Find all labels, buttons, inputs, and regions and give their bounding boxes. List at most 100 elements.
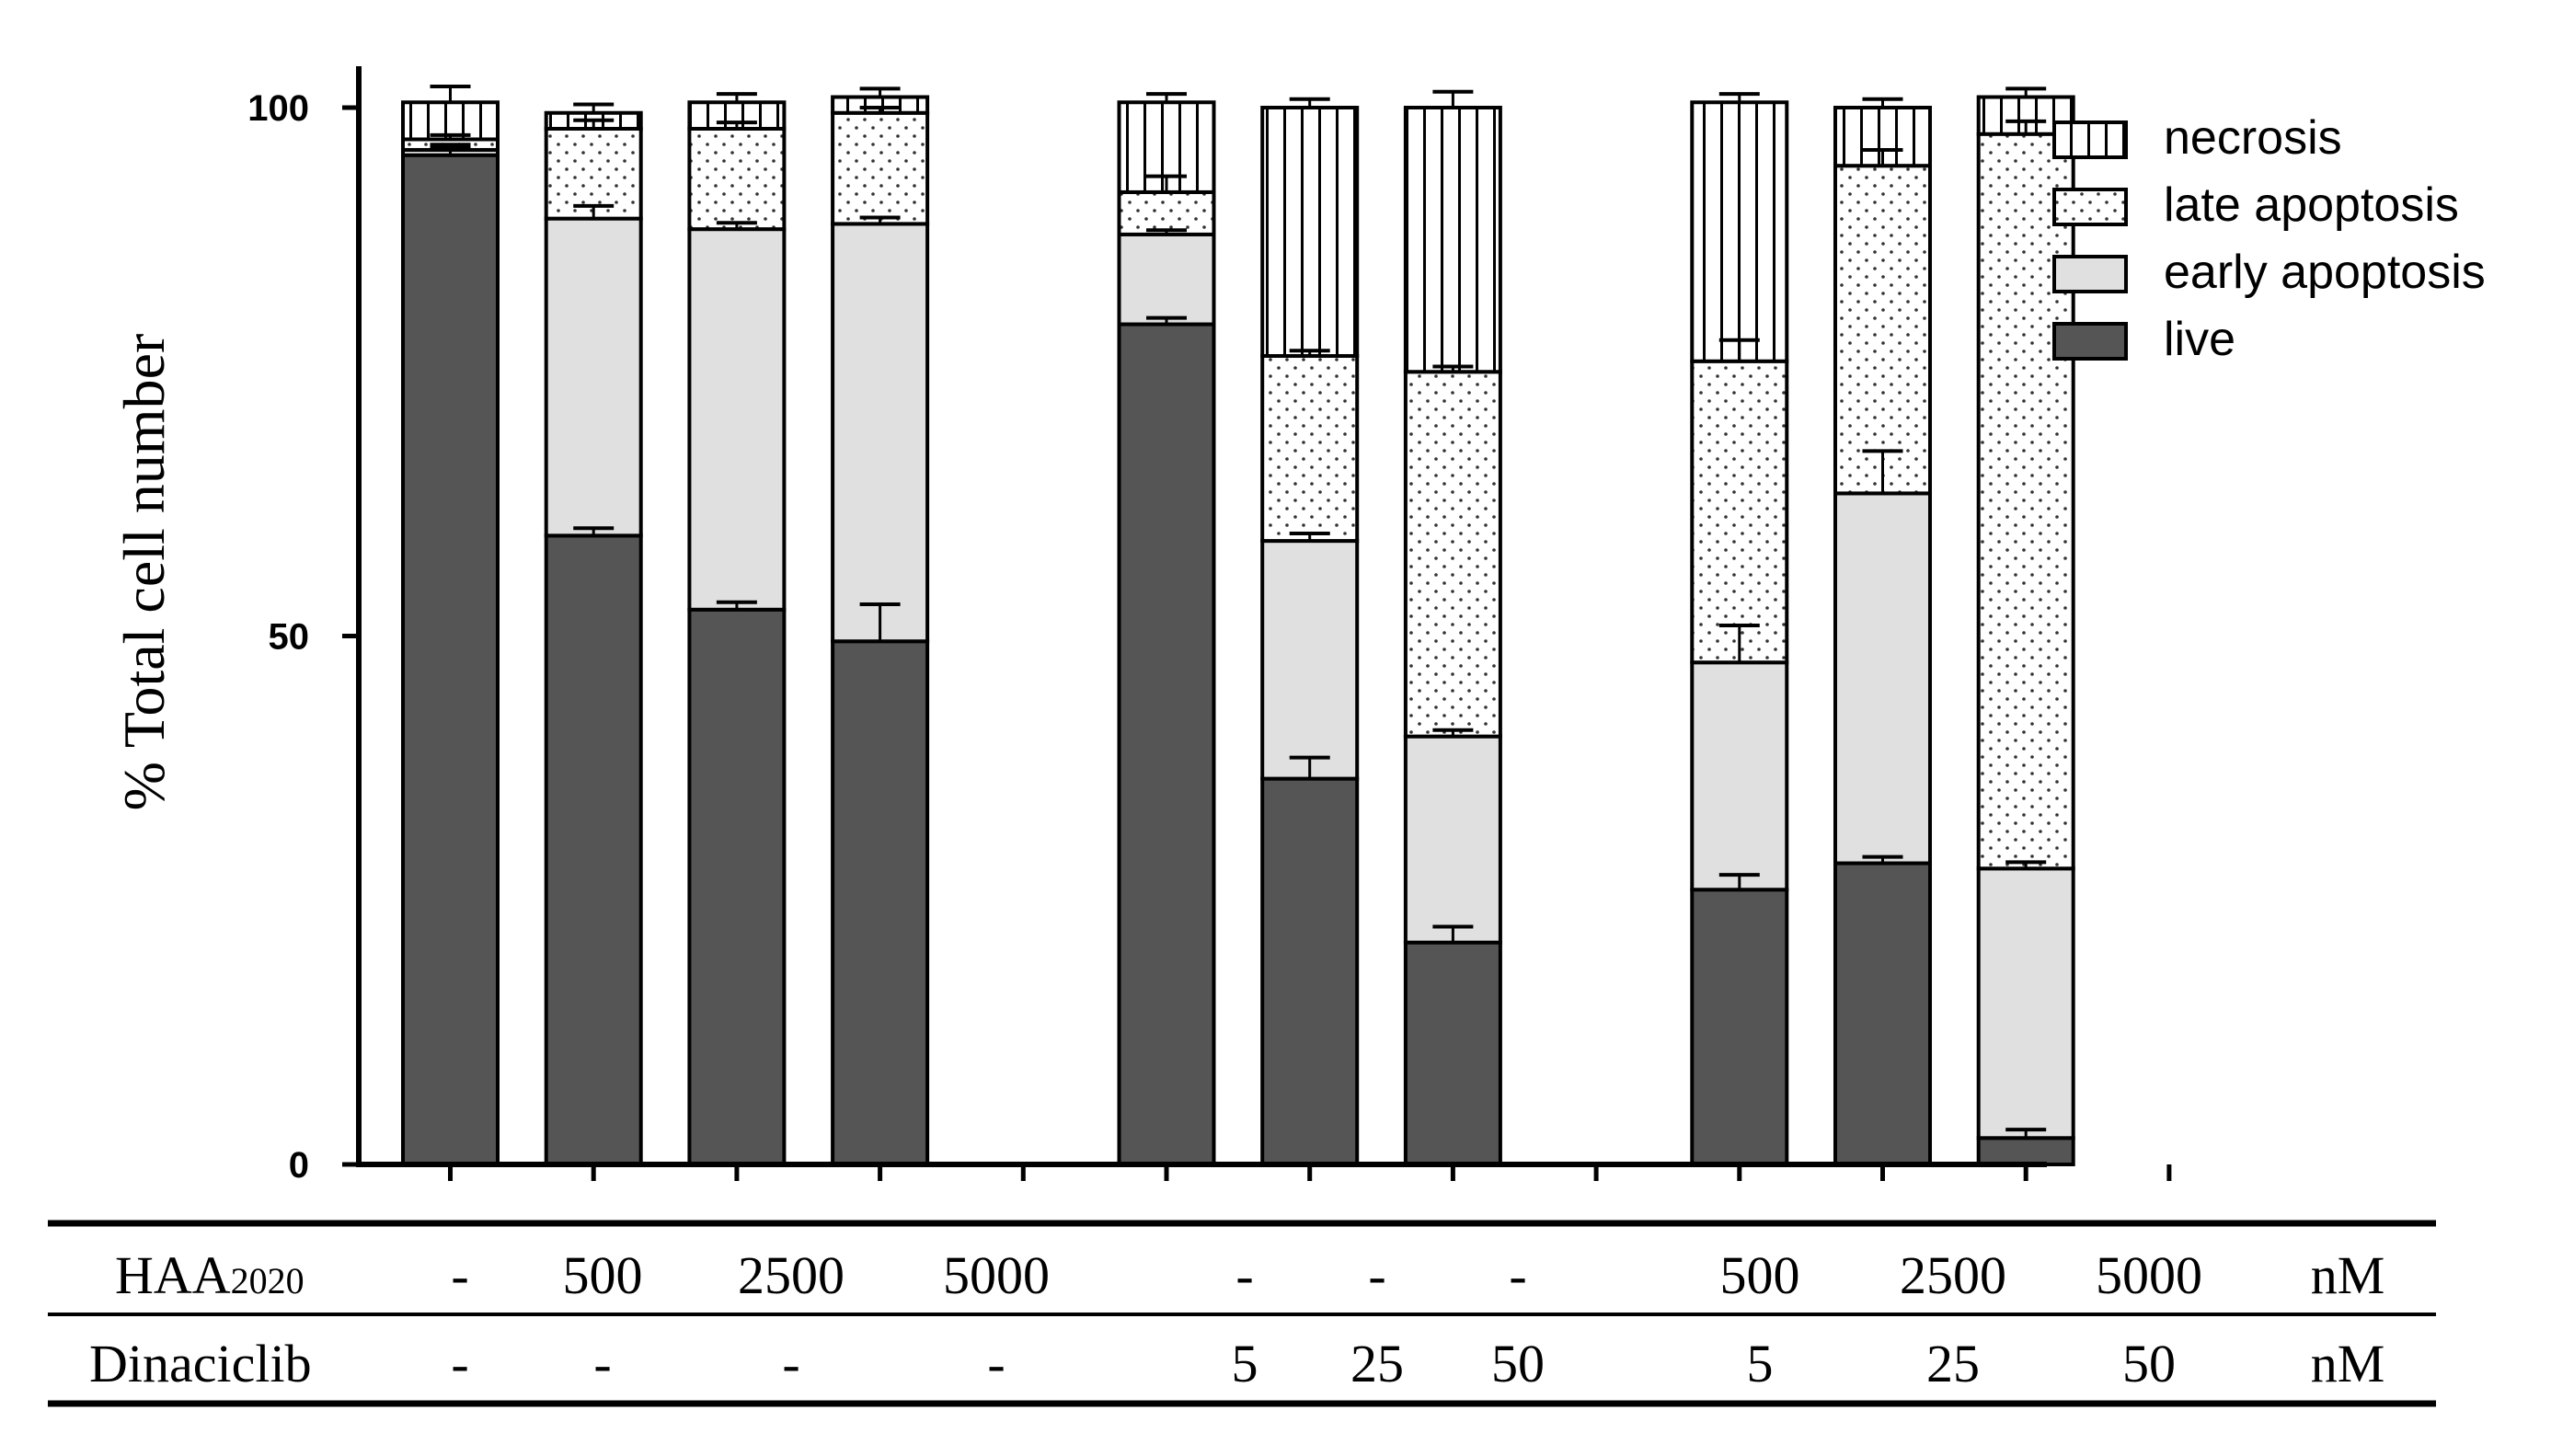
bar-live-1 [401,153,500,1167]
haa-value-4: 5000 [943,1245,1050,1305]
error-bar-late-apoptosis-3 [716,120,757,129]
legend-label-live: live [2164,313,2235,366]
error-bar-early-apoptosis-11 [1862,449,1903,494]
dinaciclib-value-5: 5 [1232,1334,1258,1393]
error-bar-live-6 [1146,315,1187,325]
haa-row-values: - 500 2500 5000 - - - 500 2500 5000 [451,1245,2202,1305]
error-bar-early-apoptosis-2 [573,203,615,219]
y-tick-label-50: 50 [269,617,310,658]
error-bar-early-apoptosis-12 [2005,860,2047,869]
x-ticks [448,1164,2172,1181]
error-bar-necrosis-12 [2005,86,2047,97]
dinaciclib-value-9: 25 [1926,1334,1980,1393]
error-bar-live-10 [1718,873,1760,890]
haa-value-9: 2500 [1900,1245,2006,1305]
error-bar-early-apoptosis-7 [1289,532,1330,542]
error-bar-late-apoptosis-8 [1432,364,1474,373]
bar-early-apoptosis-4 [831,222,930,644]
dinaciclib-value-7: 50 [1491,1334,1545,1393]
error-bar-live-8 [1432,924,1474,943]
error-bar-late-apoptosis-11 [1862,147,1903,166]
dinaciclib-value-10: 50 [2122,1334,2176,1393]
y-axis-label: % Total cell number [111,334,177,811]
bar-live-6 [1117,322,1216,1167]
error-bar-necrosis-10 [1718,92,1760,103]
treatment-table: HAA2020 - 500 2500 5000 - - - 500 2500 5000 nM Di… [48,1220,2436,1407]
bar-live-4 [831,639,930,1166]
error-bar-early-apoptosis-10 [1718,624,1760,663]
bar-late-apoptosis-10 [1690,359,1789,665]
dinaciclib-row-values: - - - - 5 25 50 5 25 50 [451,1334,2176,1393]
bar-late-apoptosis-12 [1976,132,2075,871]
bar-early-apoptosis-11 [1833,491,1932,866]
bar-early-apoptosis-2 [544,216,643,538]
bar-early-apoptosis-8 [1403,734,1502,945]
legend-label-early-apoptosis: early apoptosis [2164,246,2486,299]
haa-value-6: - [1368,1245,1385,1305]
error-bar-necrosis-8 [1432,89,1474,108]
legend-swatch-necrosis [2052,120,2128,159]
error-bar-late-apoptosis-4 [859,106,901,113]
bar-live-2 [544,533,643,1166]
bars-layer [401,95,2075,1167]
legend: necrosis late apoptosis early apoptosis liv… [2052,111,2486,366]
bar-late-apoptosis-2 [544,126,643,221]
haa-value-8: 500 [1720,1245,1800,1305]
bar-live-10 [1690,888,1789,1166]
error-bar-live-11 [1862,854,1903,864]
bar-necrosis-8 [1403,106,1502,374]
error-bar-live-12 [2005,1128,2047,1139]
bar-late-apoptosis-11 [1833,164,1932,496]
bar-necrosis-7 [1260,106,1360,359]
bar-early-apoptosis-3 [687,227,787,612]
legend-swatch-early-apoptosis [2052,255,2128,293]
dinaciclib-row-label: Dinaciclib [89,1334,312,1393]
haa-label-sub: 2020 [231,1260,305,1301]
haa-value-1: - [451,1245,468,1305]
bar-late-apoptosis-7 [1260,354,1360,544]
dinaciclib-value-3: - [782,1334,799,1393]
error-bar-late-apoptosis-7 [1289,349,1330,357]
haa-value-10: 5000 [2096,1245,2202,1305]
dinaciclib-value-2: - [593,1334,611,1393]
legend-swatch-live [2052,322,2128,361]
bar-late-apoptosis-3 [687,126,787,232]
bar-live-11 [1833,861,1932,1166]
haa-value-2: 500 [563,1245,643,1305]
bar-live-8 [1403,940,1502,1166]
bar-necrosis-10 [1690,100,1789,363]
error-bar-necrosis-7 [1289,97,1330,108]
bar-early-apoptosis-10 [1690,660,1789,892]
error-bar-late-apoptosis-1 [430,132,471,140]
bar-early-apoptosis-12 [1976,866,2075,1141]
bar-late-apoptosis-8 [1403,370,1502,739]
error-bar-early-apoptosis-1 [430,144,471,150]
error-bar-early-apoptosis-8 [1432,728,1474,737]
bar-live-7 [1260,776,1360,1166]
error-bar-necrosis-6 [1146,92,1187,103]
error-bar-early-apoptosis-4 [859,215,901,224]
y-tick-label-0: 0 [289,1145,309,1186]
haa-value-3: 2500 [738,1245,845,1305]
legend-swatch-late-apoptosis [2052,188,2128,226]
bar-late-apoptosis-6 [1117,189,1216,236]
error-bar-live-3 [716,600,757,610]
dinaciclib-unit: nM [2311,1334,2385,1393]
legend-label-necrosis: necrosis [2164,111,2342,165]
bar-live-12 [1976,1136,2075,1167]
error-bar-early-apoptosis-3 [716,221,757,230]
error-bar-early-apoptosis-6 [1146,228,1187,235]
bar-live-3 [687,607,787,1166]
haa-label-main: HAA [115,1245,231,1305]
bar-early-apoptosis-7 [1260,539,1360,781]
haa-row-label: HAA2020 [115,1245,305,1305]
error-bar-necrosis-4 [859,86,901,97]
haa-value-7: - [1509,1245,1526,1305]
legend-item-necrosis: necrosis [2052,111,2342,165]
legend-item-live: live [2052,313,2235,366]
error-bar-necrosis-1 [430,85,471,103]
error-bar-late-apoptosis-2 [573,118,615,129]
error-bar-necrosis-3 [716,92,757,103]
error-bars-layer [430,85,2047,1139]
